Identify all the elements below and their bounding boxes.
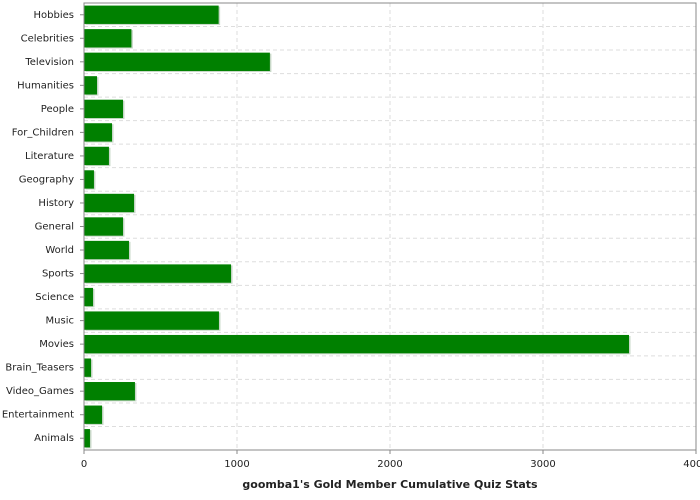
x-tick-label: 4000 bbox=[683, 459, 700, 470]
x-tick-label: 3000 bbox=[530, 459, 555, 470]
bar bbox=[84, 287, 94, 307]
bar bbox=[84, 99, 124, 119]
bar bbox=[84, 5, 219, 24]
bar bbox=[84, 52, 270, 71]
y-tick-label: Video_Games bbox=[6, 386, 74, 397]
bar bbox=[84, 76, 98, 95]
y-tick-label: Music bbox=[46, 316, 74, 327]
y-tick-label: Entertainment bbox=[2, 410, 74, 421]
bar bbox=[84, 146, 109, 166]
bar bbox=[84, 240, 129, 260]
bar bbox=[84, 264, 232, 283]
y-tick-label: Television bbox=[24, 57, 74, 68]
x-tick-label: 2000 bbox=[377, 459, 402, 470]
y-tick-label: Celebrities bbox=[21, 33, 74, 44]
bar bbox=[84, 311, 219, 330]
bar bbox=[84, 193, 135, 213]
y-tick-label: Humanities bbox=[17, 80, 74, 91]
y-tick-label: Sports bbox=[42, 269, 74, 280]
y-tick-label: Science bbox=[35, 292, 74, 303]
chart-title: goomba1's Gold Member Cumulative Quiz St… bbox=[242, 478, 538, 491]
y-tick-label: General bbox=[35, 222, 74, 233]
y-tick-label: Literature bbox=[25, 151, 74, 162]
bar bbox=[84, 334, 629, 354]
y-tick-label: For_Children bbox=[12, 127, 74, 138]
y-tick-label: Hobbies bbox=[34, 10, 74, 21]
y-tick-label: World bbox=[45, 245, 74, 256]
bar bbox=[84, 217, 124, 236]
bar bbox=[84, 170, 94, 189]
y-tick-label: Movies bbox=[39, 339, 74, 350]
y-tick-label: People bbox=[41, 104, 74, 115]
bar bbox=[84, 382, 135, 401]
plot-frame bbox=[83, 2, 697, 451]
x-tick-label: 0 bbox=[81, 459, 87, 470]
x-tick-label: 1000 bbox=[224, 459, 249, 470]
y-tick-label: Animals bbox=[34, 433, 74, 444]
bar bbox=[84, 29, 132, 48]
bar bbox=[84, 429, 90, 448]
bar bbox=[84, 123, 112, 142]
y-tick-label: Geography bbox=[19, 174, 74, 185]
bar bbox=[84, 405, 103, 424]
bar bbox=[84, 358, 92, 377]
y-tick-label: Brain_Teasers bbox=[5, 363, 74, 374]
y-tick-label: History bbox=[38, 198, 74, 209]
